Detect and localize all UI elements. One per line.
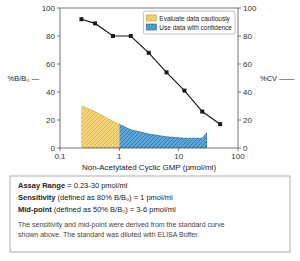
bb-marker (165, 70, 169, 74)
x-tick (178, 148, 179, 151)
plot-data (79, 17, 222, 148)
left-y-tick (57, 64, 60, 65)
right-y-tick (238, 8, 241, 9)
right-y-tick (238, 36, 241, 37)
legend-box (143, 11, 235, 34)
y-label: %B/B₀ — (8, 74, 40, 83)
left-y-tick-label: 20 (46, 116, 55, 125)
x-tick-label: 1 (117, 152, 122, 161)
right-y-tick-label: 0 (243, 144, 248, 153)
x-tick-label: 0.1 (54, 152, 66, 161)
notes-box (10, 176, 290, 252)
right-y-tick (238, 92, 241, 93)
x-tick (119, 148, 120, 151)
footnote: shown above. The standard was diluted wi… (18, 231, 199, 238)
x-tick-label: 100 (231, 152, 245, 161)
left-y-tick-label: 0 (51, 144, 56, 153)
bb-marker (79, 17, 83, 21)
right-y-tick-label: 60 (243, 60, 252, 69)
bb-marker (111, 34, 115, 38)
band-group (119, 106, 207, 148)
left-y-tick-label: 80 (46, 32, 55, 41)
cv-area (119, 106, 207, 148)
left-y-tick-label: 60 (46, 60, 55, 69)
right-y-tick (238, 120, 241, 121)
left-y-tick (57, 120, 60, 121)
legend-label: Evaluate data cautiously (159, 15, 230, 23)
left-y-tick-label: 100 (42, 4, 56, 13)
axes: 0.1110100020406080100020406080100 (42, 4, 257, 161)
right-y-tick (238, 148, 241, 149)
band-group (81, 106, 119, 148)
left-y-tick (57, 148, 60, 149)
footnote: The sensitivity and mid-point were deriv… (18, 221, 225, 229)
note: Mid-point (defined as 50% B/B₀) = 3-6 pm… (18, 205, 176, 214)
note: Assay Range = 0.23-30 pmol/ml (18, 181, 128, 190)
plot-frame (60, 8, 238, 148)
bb-marker (129, 34, 133, 38)
bb-marker (182, 89, 186, 93)
chart: 0.1110100020406080100020406080100Non-Ace… (0, 0, 300, 261)
legend-label: Use data with confidence (159, 24, 232, 31)
x-tick-label: 10 (174, 152, 183, 161)
note-bold: Sensitivity (18, 193, 56, 202)
note-text: = 0.23-30 pmol/ml (65, 181, 128, 190)
bb-marker (200, 110, 204, 114)
note-bold: Mid-point (18, 205, 52, 214)
x-label: Non-Acetylated Cyclic GMP (pmol/ml) (82, 163, 216, 172)
left-y-tick-label: 40 (46, 88, 55, 97)
legend-swatch (146, 24, 156, 30)
bb-line (81, 19, 220, 124)
bb-marker (218, 122, 222, 126)
note-bold: Assay Range (18, 181, 65, 190)
right-y-tick-label: 40 (243, 88, 252, 97)
x-tick (60, 148, 61, 151)
note: Sensitivity (defined as 80% B/B₀) = 1 pm… (18, 193, 173, 202)
legend: Evaluate data cautiouslyUse data with co… (143, 11, 235, 34)
bb-marker (147, 51, 151, 55)
bb-marker (93, 21, 97, 25)
note-text: (defined as 50% B/B₀) = 3-6 pmol/ml (52, 205, 176, 214)
legend-swatch (146, 15, 156, 21)
left-y-tick (57, 8, 60, 9)
y2-label: %CV —— (260, 74, 295, 83)
right-y-tick-label: 20 (243, 116, 252, 125)
x-tick (238, 148, 239, 151)
cv-area (81, 106, 119, 148)
right-y-tick-label: 100 (243, 4, 257, 13)
note-text: (defined as 80% B/B₀) = 1 pmol/ml (56, 193, 173, 202)
right-y-tick (238, 64, 241, 65)
left-y-tick (57, 36, 60, 37)
left-y-tick (57, 92, 60, 93)
right-y-tick-label: 80 (243, 32, 252, 41)
